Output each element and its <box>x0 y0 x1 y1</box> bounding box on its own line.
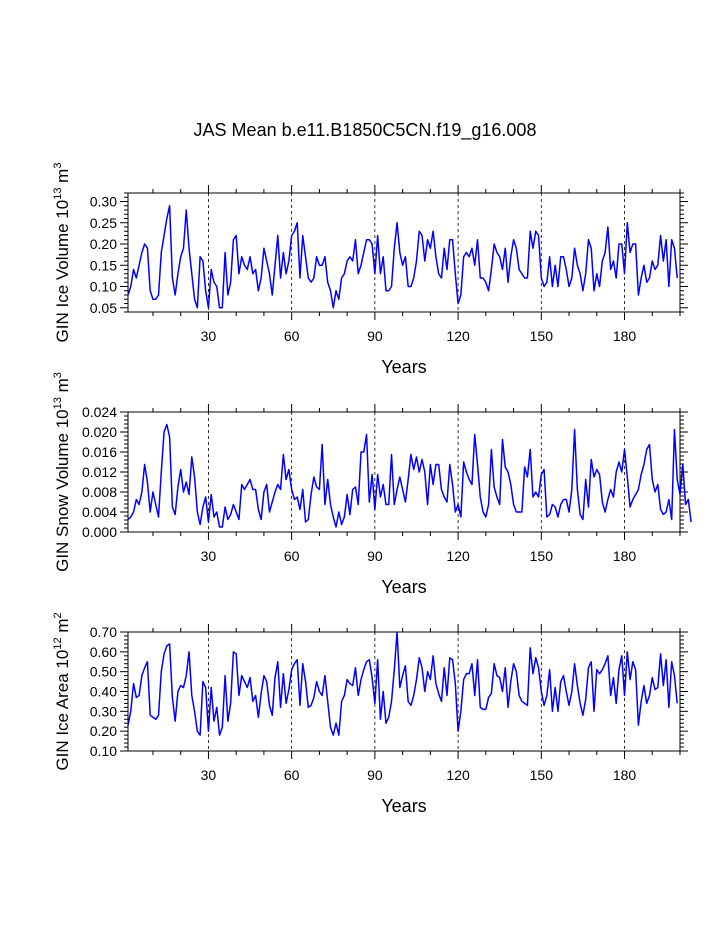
y-tick-label: 0.30 <box>90 194 117 210</box>
y-tick-label: 0.40 <box>90 684 117 700</box>
y-tick-label: 0.60 <box>90 644 117 660</box>
plot-frame <box>127 192 681 313</box>
y-tick-label: 0.30 <box>90 703 117 719</box>
x-tick-label: 150 <box>530 328 554 344</box>
panel-ice-area: 30 60 90 120 150 180 0.10 0.20 0.30 0.40 0.50 0.60 0… <box>52 612 688 816</box>
x-tick-label: 120 <box>446 548 470 564</box>
y-tick-label: 0.05 <box>90 300 117 316</box>
x-tick-label: 180 <box>613 548 637 564</box>
y-axis-label-text: GIN Ice Area 10 <box>53 650 72 771</box>
y-tick-label: 0.024 <box>82 404 117 420</box>
chart-title: JAS Mean b.e11.B1850C5CN.f19_g16.008 <box>194 120 537 141</box>
y-axis-label-text: m <box>53 619 72 638</box>
y-axis-label-text: m <box>53 169 72 188</box>
y-axis-label-exponent: 12 <box>52 637 64 649</box>
y-axis-label-exponent: 13 <box>52 397 64 409</box>
y-tick-label: 0.10 <box>90 279 117 295</box>
y-axis-label-text: GIN Ice Volume 10 <box>53 200 72 343</box>
plot-frame <box>127 411 681 533</box>
y-axis-label-exponent: 3 <box>52 372 64 378</box>
x-tick-label: 120 <box>446 767 470 783</box>
y-tick-label: 0.10 <box>90 743 117 759</box>
y-tick-label: 0.15 <box>90 257 117 273</box>
y-axis-label: GIN Ice Area 1012 m2 <box>52 612 72 770</box>
x-tick-label: 60 <box>284 767 300 783</box>
y-axis-label: GIN Ice Volume 1013 m3 <box>52 163 72 343</box>
x-tick-label: 180 <box>613 767 637 783</box>
x-tick-label: 30 <box>201 767 217 783</box>
y-tick-label: 0.50 <box>90 664 117 680</box>
y-tick-label: 0.000 <box>82 524 117 540</box>
y-axis-label-exponent: 2 <box>52 612 64 618</box>
y-tick-label: 0.25 <box>90 215 117 231</box>
y-tick-label: 0.004 <box>82 504 117 520</box>
data-series-line <box>127 205 678 309</box>
y-tick-label: 0.70 <box>90 624 117 640</box>
x-tick-label: 90 <box>367 548 383 564</box>
x-axis-label: Years <box>381 357 426 377</box>
y-axis-label-exponent: 13 <box>52 188 64 200</box>
x-tick-label: 180 <box>613 328 637 344</box>
y-tick-label: 0.008 <box>82 484 117 500</box>
x-tick-label: 60 <box>284 548 300 564</box>
data-series-line <box>127 631 678 736</box>
y-axis-label: GIN Snow Volume 1013 m3 <box>52 372 72 572</box>
x-tick-label: 30 <box>201 548 217 564</box>
x-tick-label: 150 <box>530 548 554 564</box>
x-tick-label: 90 <box>367 767 383 783</box>
y-axis-label-text: GIN Snow Volume 10 <box>53 409 72 572</box>
x-tick-label: 90 <box>367 328 383 344</box>
y-axis-label-text: m <box>53 378 72 397</box>
y-tick-label: 0.016 <box>82 444 117 460</box>
x-axis-label: Years <box>381 577 426 597</box>
panel-ice-volume: 30 60 90 120 150 180 0.05 0.10 0.15 0.20 0.25 0.30 Y… <box>52 163 688 377</box>
y-tick-label: 0.012 <box>82 464 117 480</box>
panel-snow-volume: 30 60 90 120 150 180 0.000 0.004 0.008 0.012 0.016… <box>52 372 692 597</box>
y-axis-label-exponent: 3 <box>52 163 64 169</box>
y-tick-label: 0.020 <box>82 424 117 440</box>
x-tick-label: 120 <box>446 328 470 344</box>
x-axis-label: Years <box>381 796 426 816</box>
x-tick-label: 150 <box>530 767 554 783</box>
y-tick-label: 0.20 <box>90 723 117 739</box>
y-tick-label: 0.20 <box>90 236 117 252</box>
data-series-line <box>127 423 692 528</box>
x-tick-label: 30 <box>201 328 217 344</box>
x-tick-label: 60 <box>284 328 300 344</box>
